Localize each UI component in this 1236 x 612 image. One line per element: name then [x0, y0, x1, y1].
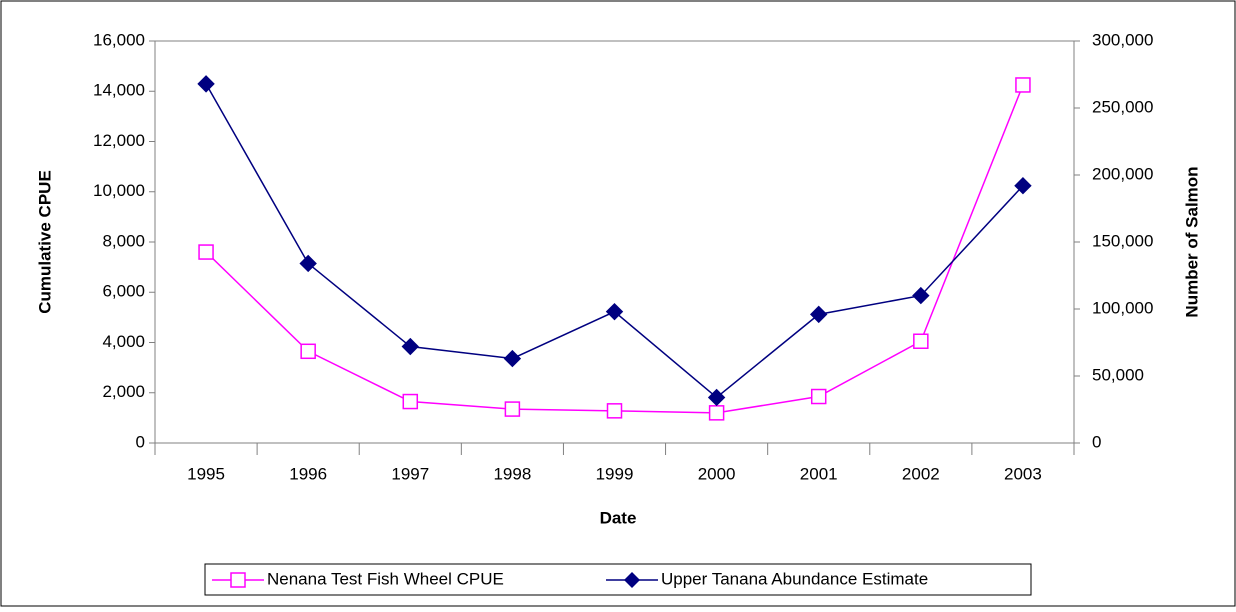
y2-tick-label: 250,000 — [1092, 97, 1153, 116]
point — [1014, 177, 1032, 195]
y2-tick-label: 50,000 — [1092, 365, 1144, 384]
point — [913, 333, 929, 349]
y2-tick-label: 100,000 — [1092, 298, 1153, 317]
point — [402, 393, 419, 410]
y-tick-label: 2,000 — [102, 382, 145, 401]
point — [299, 254, 317, 273]
x-tick-label: 1999 — [596, 464, 634, 483]
point — [300, 343, 316, 360]
point — [707, 388, 726, 407]
y-tick-label: 6,000 — [102, 282, 145, 301]
y2-axis-title: Number of Salmon — [1182, 166, 1201, 317]
point — [1015, 77, 1031, 93]
y2-tick-label: 200,000 — [1092, 164, 1153, 183]
point — [401, 337, 419, 356]
point — [708, 405, 725, 421]
y-tick-label: 0 — [136, 432, 145, 451]
legend-label: Upper Tanana Abundance Estimate — [661, 569, 928, 588]
x-tick-label: 1995 — [187, 464, 225, 483]
y-tick-label: 14,000 — [93, 81, 145, 100]
y-axis-title: Cumulative CPUE — [35, 170, 54, 314]
point — [197, 75, 215, 93]
legend-marker — [230, 572, 246, 588]
point — [810, 388, 827, 405]
y2-tick-label: 150,000 — [1092, 231, 1153, 250]
legend-label: Nenana Test Fish Wheel CPUE — [267, 569, 504, 588]
legend-marker — [624, 572, 640, 588]
x-tick-label: 2000 — [698, 464, 736, 483]
y2-tick-label: 300,000 — [1092, 30, 1153, 49]
y-tick-label: 16,000 — [93, 30, 145, 49]
x-axis-title: Date — [600, 508, 637, 527]
y-tick-label: 4,000 — [102, 332, 145, 351]
y2-tick-label: 0 — [1092, 432, 1101, 451]
point — [503, 349, 522, 368]
x-tick-label: 2001 — [800, 464, 838, 483]
point — [912, 286, 930, 305]
x-tick-label: 2002 — [902, 464, 940, 483]
point — [605, 302, 624, 321]
x-tick-label: 1996 — [289, 464, 327, 483]
y-tick-label: 10,000 — [93, 181, 145, 200]
x-tick-label: 1998 — [493, 464, 531, 483]
x-tick-label: 1997 — [391, 464, 429, 483]
x-tick-label: 2003 — [1004, 464, 1042, 483]
point — [606, 403, 623, 419]
point — [810, 305, 828, 324]
y-tick-label: 12,000 — [93, 131, 145, 150]
y-tick-label: 8,000 — [102, 231, 145, 250]
point — [198, 244, 214, 260]
point — [504, 401, 521, 417]
